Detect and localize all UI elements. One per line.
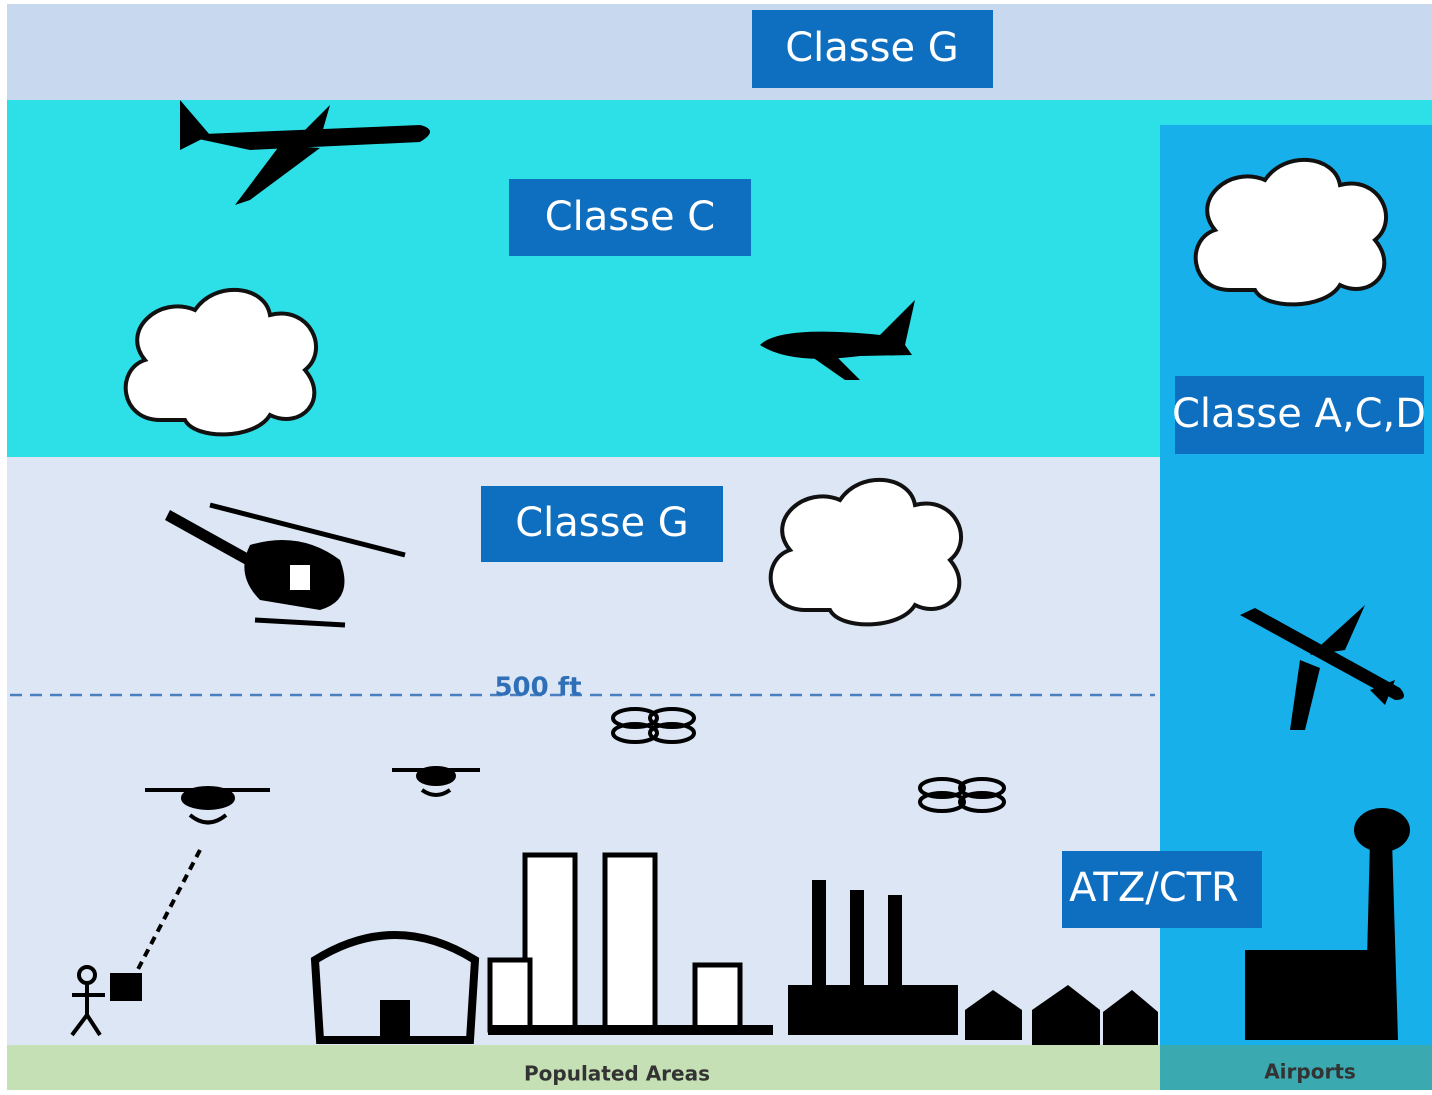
top-band xyxy=(7,4,1432,102)
zone-label: Classe G xyxy=(515,500,689,546)
page: 500 ft xyxy=(0,0,1432,1095)
altitude-label: 500 ft xyxy=(494,673,581,703)
ground-label: Airports xyxy=(1264,1060,1356,1084)
airspace-diagram: 500 ft xyxy=(0,0,1432,1095)
ground-label: Populated Areas xyxy=(524,1062,710,1086)
zone-label: Classe G xyxy=(785,25,959,71)
zone-label: ATZ/CTR xyxy=(1069,865,1239,911)
zone-label: Classe A,C,D xyxy=(1172,391,1426,437)
zone-label: Classe C xyxy=(545,194,716,240)
